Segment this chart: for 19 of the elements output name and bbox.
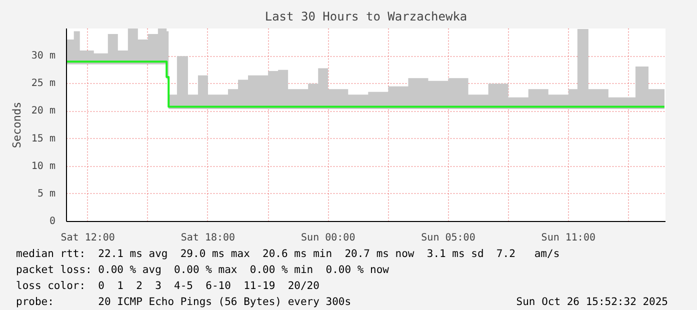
text: median rtt: 22.1 ms avg 29.0 ms max 20.6 ms min 20.7 ms now 3.1 ms sd 7.2 am/s — [16, 248, 560, 260]
text: probe: 20 ICMP Echo Pings (56 Bytes) every 300s — [16, 296, 352, 308]
y-tick-label: 0 — [49, 216, 56, 227]
chart-title: Last 30 Hours to Warzachewka — [264, 10, 468, 24]
text: loss color: 0 1 2 3 4-5 6-10 11-19 20/20 — [16, 280, 320, 292]
y-tick-label: 5 m — [37, 188, 56, 200]
y-axis-title: Seconds — [10, 102, 24, 148]
x-tick-label: Sun 00:00 — [301, 232, 356, 244]
y-tick-label: 10 m — [31, 160, 56, 172]
x-tick-label: Sat 12:00 — [60, 232, 115, 244]
x-tick-label: Sun 11:00 — [541, 232, 596, 244]
text: Sun Oct 26 15:52:32 2025 — [516, 295, 668, 310]
x-tick-label: Sat 18:00 — [180, 232, 236, 244]
x-tick-label: Sun 05:00 — [421, 232, 476, 244]
y-tick-label: 15 m — [31, 133, 56, 144]
y-tick-label: 25 m — [31, 78, 56, 90]
y-tick-label: 20 m — [31, 106, 56, 117]
y-tick-label: 30 m — [31, 50, 56, 62]
text: packet loss: 0.00 % avg 0.00 % max 0.00 % min 0.00 % now — [16, 264, 389, 276]
